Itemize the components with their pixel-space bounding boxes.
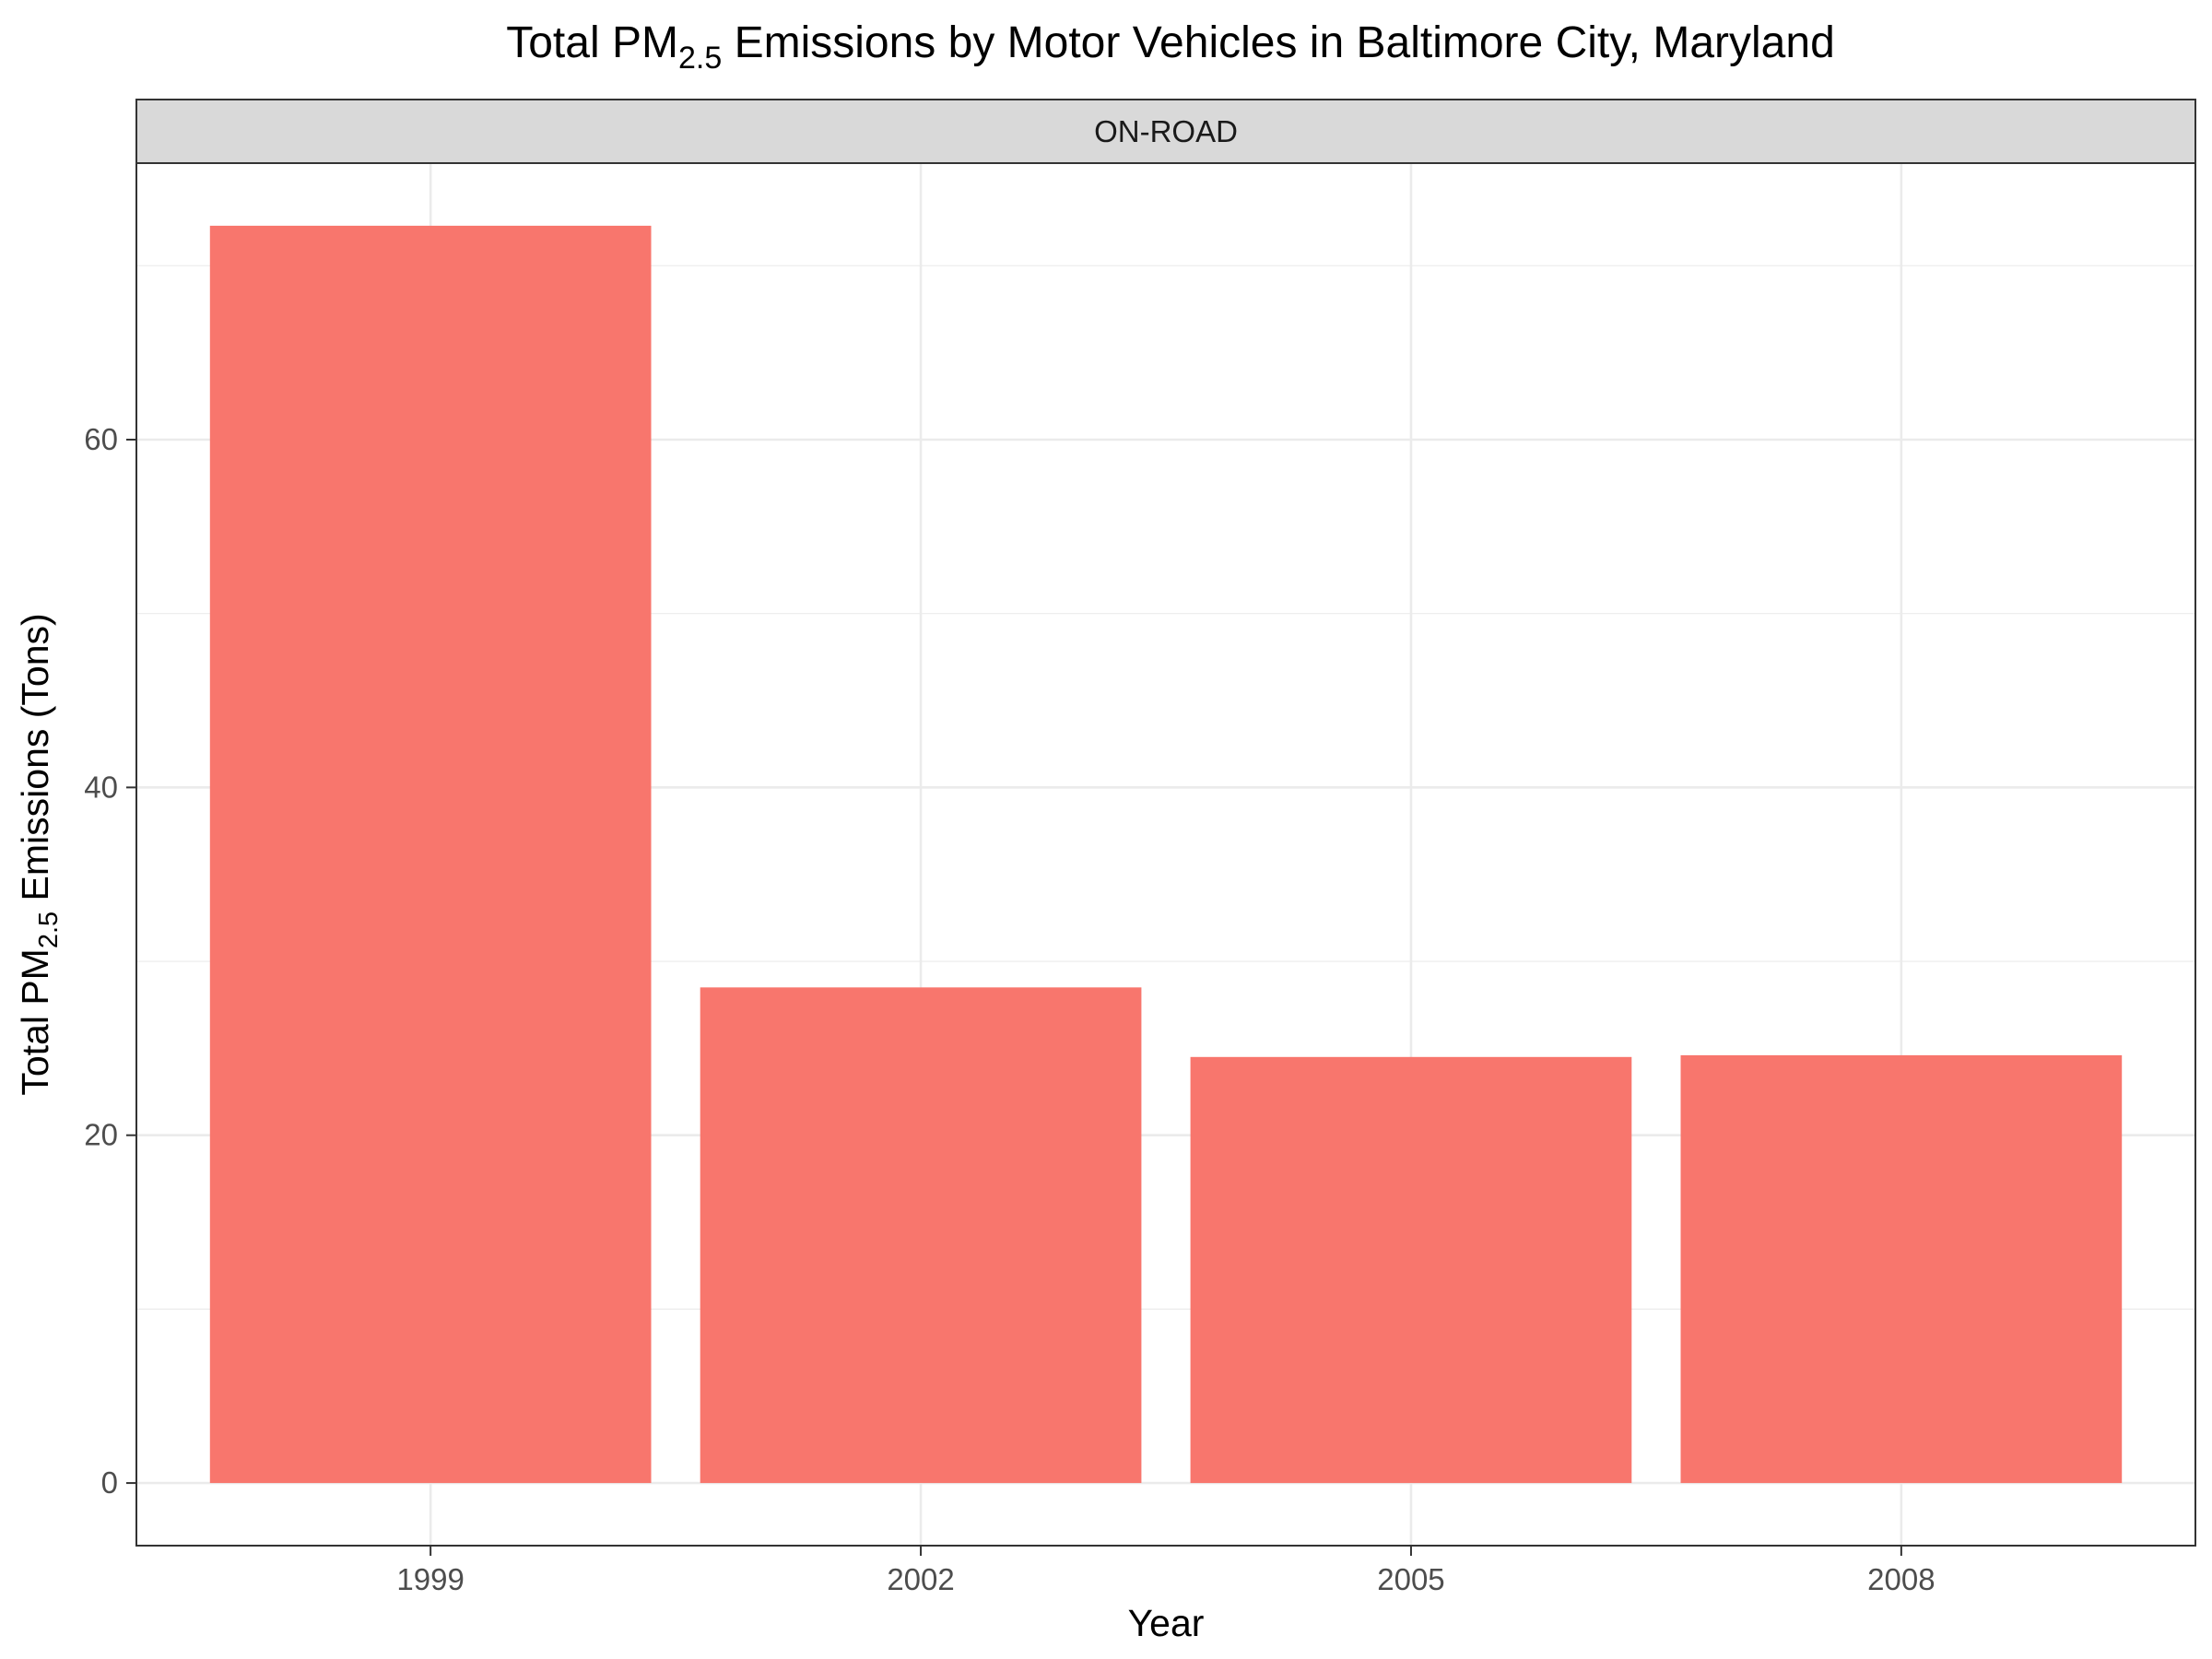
x-tick-label: 2005 [1377, 1562, 1444, 1596]
y-tick-label: 40 [84, 770, 118, 804]
y-tick-label: 20 [84, 1118, 118, 1152]
y-tick-label: 0 [101, 1465, 118, 1500]
bars [209, 225, 2123, 1484]
bar-2005 [1190, 1056, 1632, 1484]
x-tick-label: 2002 [887, 1562, 954, 1596]
chart-title: Total PM2.5 Emissions by Motor Vehicles … [506, 18, 1835, 76]
bar-2002 [700, 987, 1142, 1484]
axes: 0 20 40 60 1999 2002 2005 2008 [84, 422, 1935, 1596]
x-tick-label: 2008 [1867, 1562, 1935, 1596]
y-tick-label: 60 [84, 422, 118, 456]
x-axis-title: Year [1128, 1602, 1205, 1644]
plot-panel-border [135, 162, 2196, 1547]
x-tick-label: 1999 [396, 1562, 464, 1596]
bar-2008 [1680, 1054, 2123, 1484]
facet-strip-label: ON-ROAD [1094, 114, 1238, 148]
bar-1999 [209, 225, 652, 1484]
facet-strip [135, 99, 2196, 164]
y-axis-title: Total PM2.5 Emissions (Tons) [14, 613, 64, 1095]
